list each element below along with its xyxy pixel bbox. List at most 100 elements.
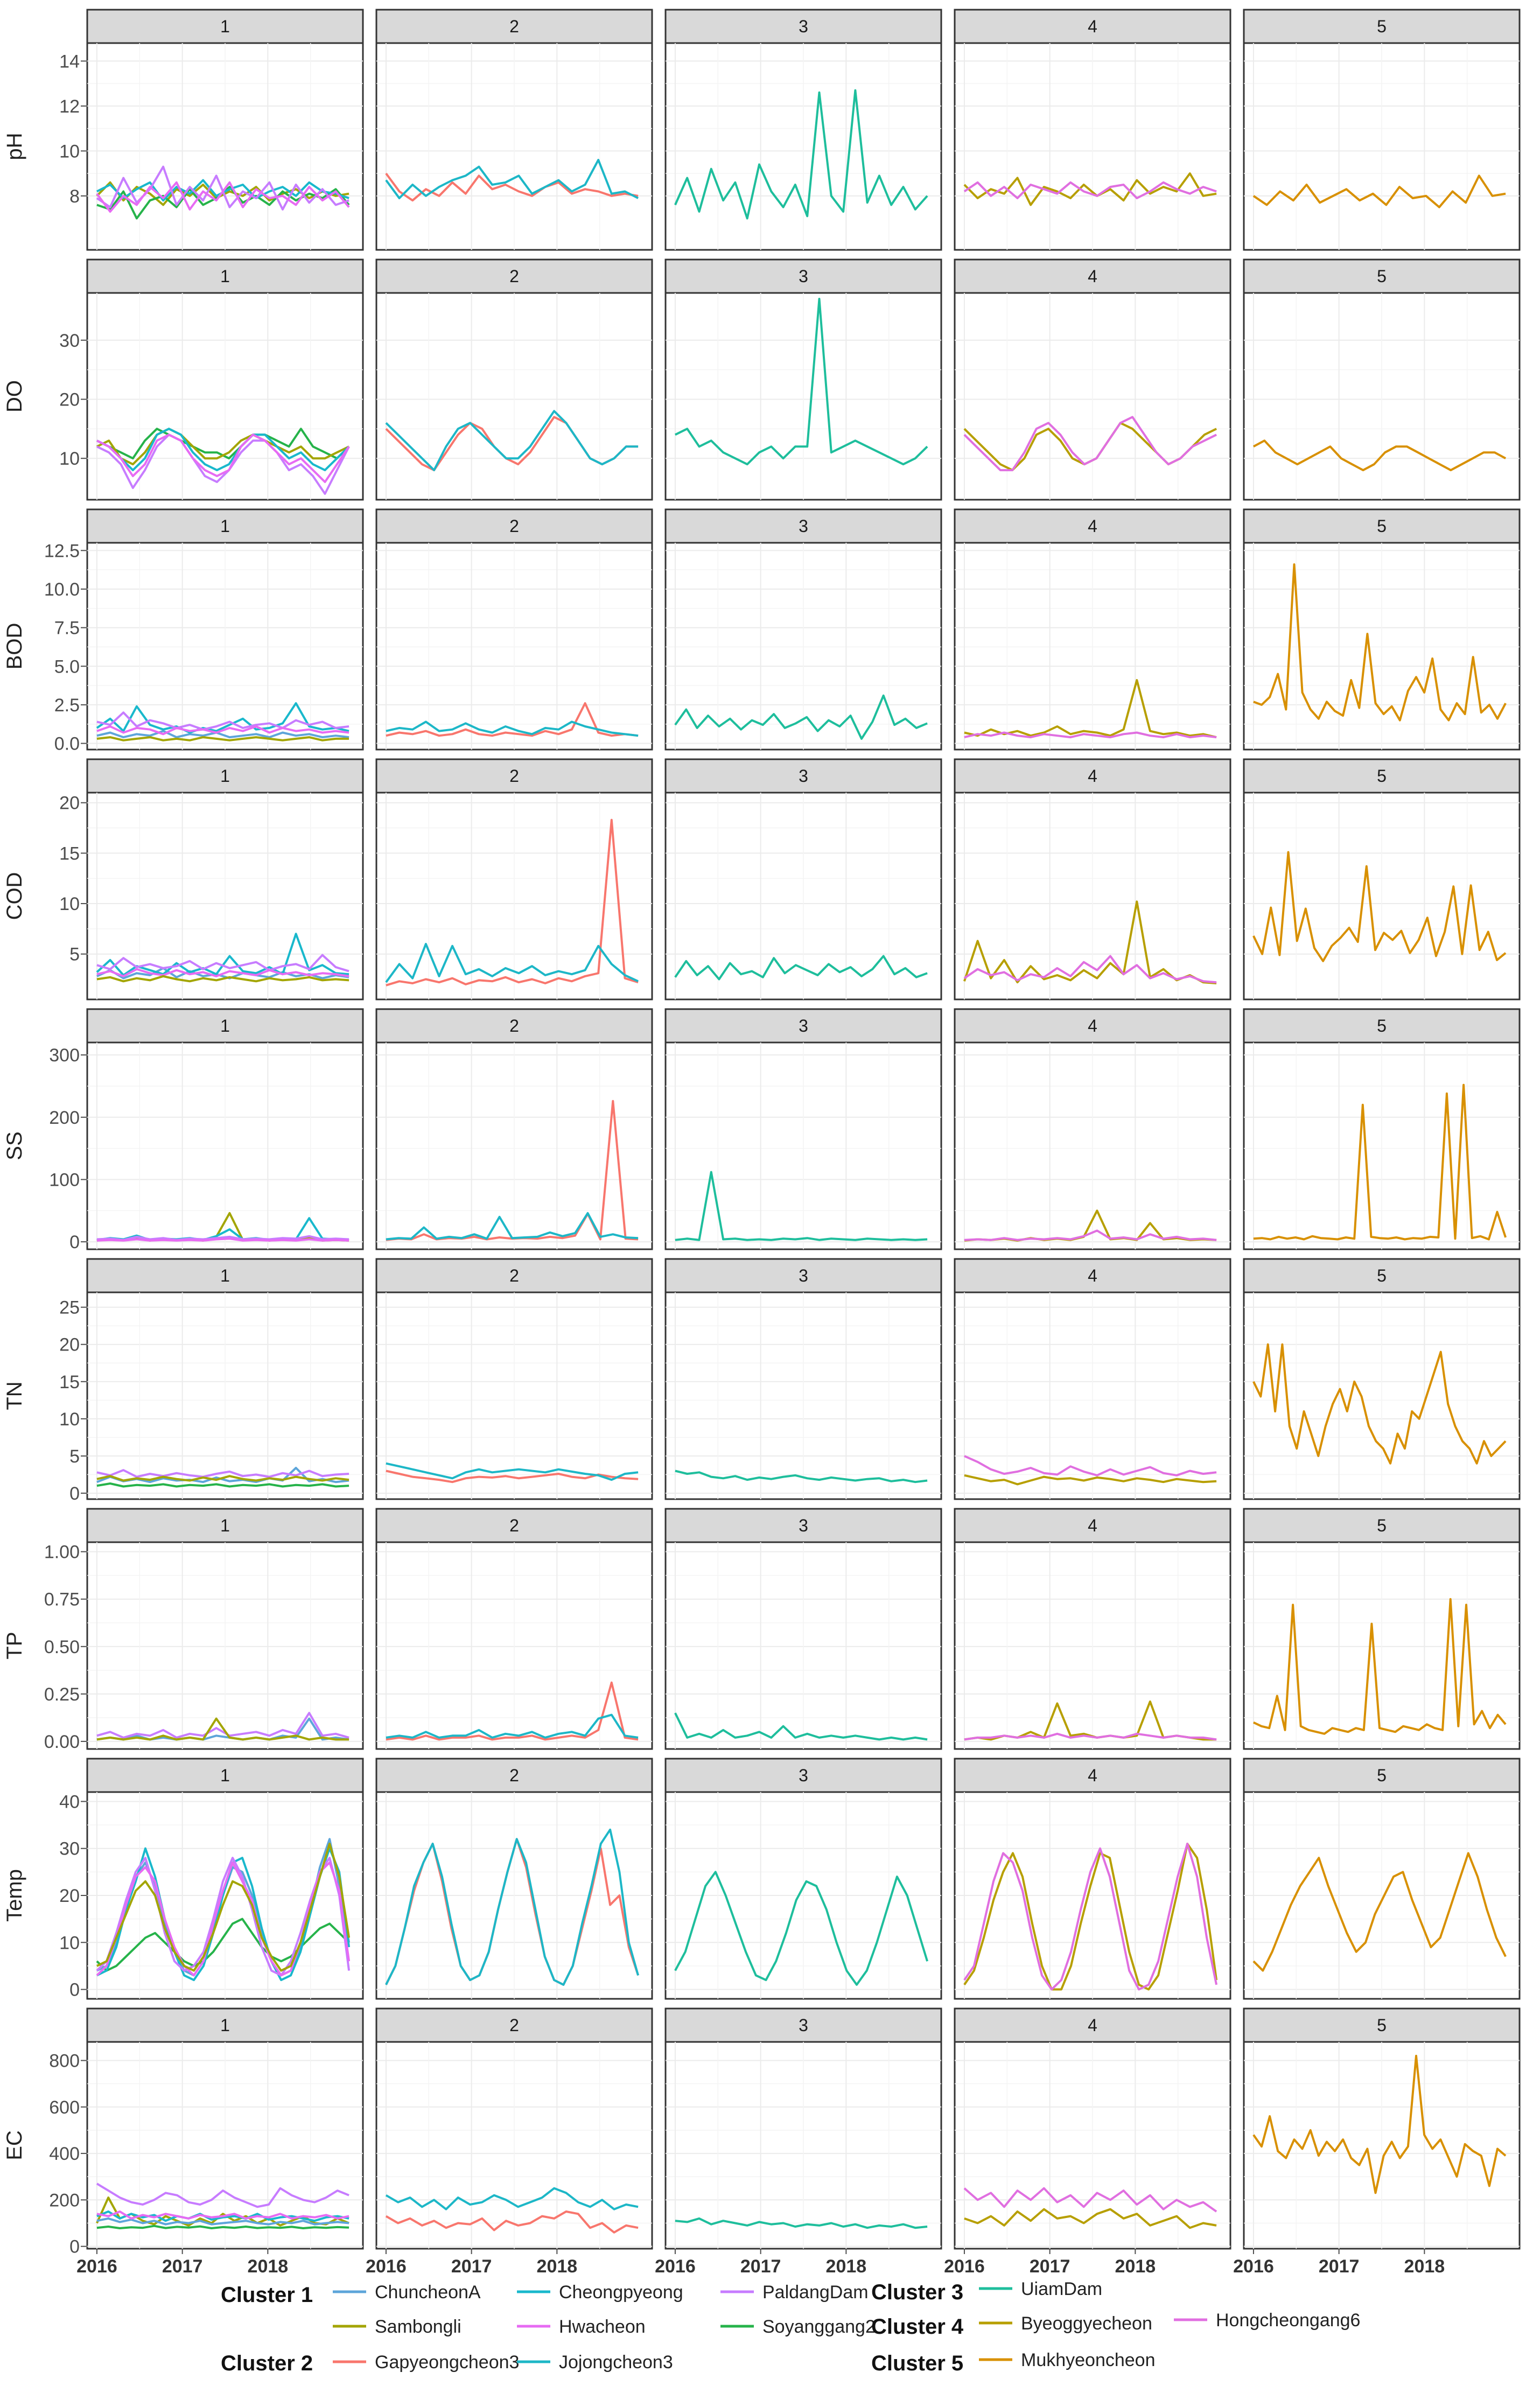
y-tick-label: 0.0 [54, 734, 80, 754]
facet-strip-label: 5 [1377, 1516, 1387, 1535]
facet-panel: 3 [664, 9, 942, 251]
facet-strip [954, 508, 1231, 544]
facet-panel: 4 [954, 1508, 1231, 1750]
facet-strip [1243, 1008, 1521, 1044]
series-line [385, 1828, 640, 1986]
series-line [96, 1857, 351, 1977]
x-tick-label: 2018 [1404, 2256, 1445, 2277]
y-tick-label: 10 [59, 1409, 80, 1430]
row-label: pH [3, 132, 26, 160]
facet-strip-label: 2 [509, 1016, 519, 1035]
facet-strip [954, 9, 1231, 44]
facet-strip [86, 9, 364, 44]
facet-strip-label: 1 [220, 1266, 230, 1285]
x-tick-label: 2017 [740, 2256, 781, 2277]
facet-panel: 2 [375, 1258, 653, 1500]
legend-item-label: ChuncheonA [375, 2282, 481, 2303]
facet-panel: 3 [664, 1008, 942, 1250]
facet-strip-label: 1 [220, 17, 230, 36]
facet-panel: 1 [86, 9, 364, 251]
series-line [963, 2187, 1217, 2213]
y-tick-label: 400 [49, 2144, 80, 2164]
x-tick-label: 2016 [655, 2256, 696, 2277]
row-label: BOD [3, 623, 26, 670]
facet-panel: 2 [375, 9, 653, 251]
facet-strip [1243, 758, 1521, 794]
facet-strip-label: 4 [1088, 766, 1097, 786]
facet-strip-label: 4 [1088, 1516, 1097, 1535]
facet-strip [1243, 1258, 1521, 1293]
legend-title: Cluster 5 [871, 2352, 963, 2375]
legend-item-label: Byeoggyecheon [1021, 2313, 1152, 2334]
row-label: SS [3, 1131, 26, 1160]
series-line [96, 181, 350, 213]
facet-panel: 4 [954, 1008, 1231, 1250]
facet-strip-label: 2 [509, 267, 519, 286]
y-tick-label: 25 [59, 1298, 80, 1318]
series-line [96, 1717, 349, 1741]
y-tick-label: 2.5 [54, 695, 80, 716]
facet-strip-label: 3 [799, 1266, 808, 1285]
legend-item-label: Sambongli [375, 2317, 461, 2337]
row-label: TP [3, 1632, 26, 1659]
series-line [386, 720, 639, 737]
facet-strip-label: 5 [1377, 17, 1387, 36]
series-line [675, 1470, 928, 1484]
y-tick-label: 100 [49, 1170, 80, 1190]
facet-strip [375, 1758, 653, 1793]
facet-strip [1243, 9, 1521, 44]
facet-strip [664, 1258, 942, 1293]
facet-strip [1243, 258, 1521, 294]
y-tick-label: 5.0 [54, 656, 80, 677]
facet-panel: 5 [1243, 2007, 1521, 2250]
facet-strip [86, 2007, 364, 2043]
facet-strip-label: 1 [220, 2016, 230, 2035]
series-line [674, 89, 928, 220]
facet-strip [375, 2007, 653, 2043]
facet-strip-label: 1 [220, 1516, 230, 1535]
legend-item-label: Hongcheongang6 [1216, 2310, 1360, 2331]
series-line [96, 1475, 349, 1482]
facet-panel: 4 [954, 9, 1231, 251]
facet-strip-label: 4 [1088, 1766, 1097, 1785]
series-line [674, 694, 928, 740]
legend-item-label: Soyanggang2 [762, 2317, 876, 2337]
row-label: EC [3, 2130, 26, 2160]
y-tick-label: 15 [59, 1372, 80, 1393]
facet-strip [664, 258, 942, 294]
y-tick-label: 0.00 [44, 1732, 80, 1752]
y-tick-label: 20 [59, 1335, 80, 1355]
y-tick-label: 7.5 [54, 618, 80, 639]
facet-panel: 1 [86, 258, 364, 501]
y-tick-label: 800 [49, 2051, 80, 2072]
facet-panel: 5 [1243, 1508, 1521, 1750]
y-tick-label: 10 [59, 141, 80, 162]
facet-strip [664, 1758, 942, 1793]
legend-title: Cluster 3 [871, 2280, 963, 2304]
facet-strip [954, 1758, 1231, 1793]
y-tick-label: 0.50 [44, 1637, 80, 1657]
legend-item-label: PaldangDam [762, 2282, 869, 2303]
facet-panel: 1 [86, 1508, 364, 1750]
series-line [964, 731, 1217, 739]
facet-strip [86, 1258, 364, 1293]
facet-panel: 5 [1243, 258, 1521, 501]
series-line [96, 1717, 349, 1741]
x-tick-label: 2018 [826, 2256, 867, 2277]
facet-strip-label: 1 [220, 1016, 230, 1035]
series-line [1252, 174, 1506, 208]
facet-strip-label: 3 [799, 267, 808, 286]
facet-strip-label: 4 [1088, 2016, 1097, 2035]
facet-strip-label: 5 [1377, 516, 1387, 536]
y-tick-label: 10 [59, 894, 80, 914]
series-line [963, 416, 1217, 472]
facet-strip-label: 1 [220, 267, 230, 286]
facet-strip-label: 1 [220, 1766, 230, 1785]
y-tick-label: 20 [59, 793, 80, 814]
series-line [964, 1455, 1217, 1477]
facet-panel: 1 [86, 1258, 364, 1500]
facet-panel: 4 [954, 258, 1231, 501]
facet-panel: 3 [664, 1508, 942, 1750]
facet-panel: 4 [954, 1258, 1231, 1500]
